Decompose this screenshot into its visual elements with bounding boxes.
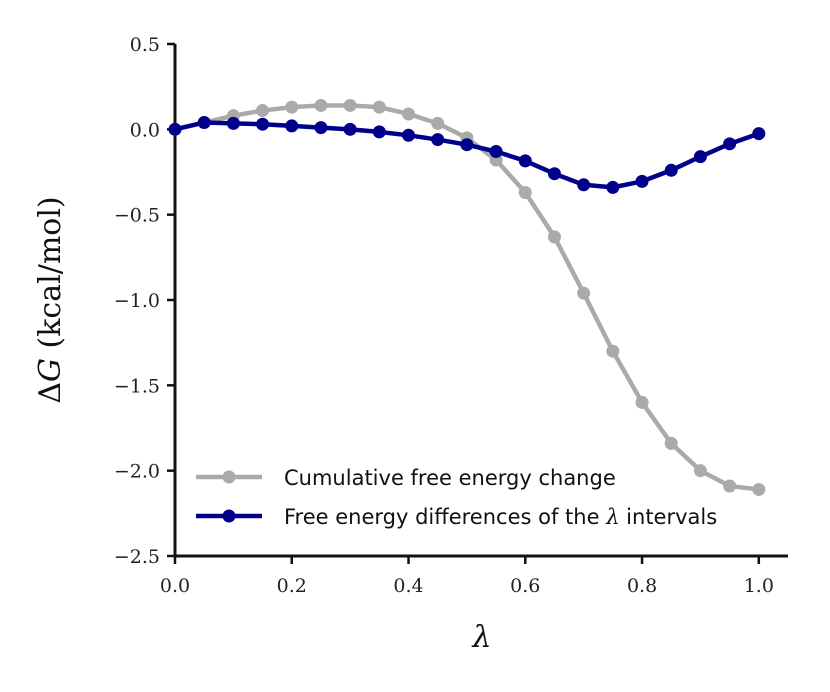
data-point <box>372 125 386 139</box>
legend-marker-cumulative <box>222 470 236 484</box>
data-point <box>372 100 386 114</box>
x-tick-label: 0.6 <box>510 575 540 597</box>
x-tick-label: 0.2 <box>277 575 307 597</box>
y-ticks: 0.5 0.0 −0.5 −1.0 −1.5 −2.0 −2.5 <box>114 34 175 568</box>
data-point <box>664 436 678 450</box>
y-axis: 0.5 0.0 −0.5 −1.0 −1.5 −2.0 −2.5 <box>114 34 177 568</box>
data-point <box>197 116 211 130</box>
data-point <box>547 230 561 244</box>
legend-entry-cumulative: Cumulative free energy change <box>196 466 616 490</box>
legend-entry-differences: Free energy differences of the λ interva… <box>196 505 717 529</box>
data-point <box>693 150 707 164</box>
x-axis-title: λ <box>471 620 491 655</box>
x-axis: 0.0 0.2 0.4 0.6 0.8 1.0 <box>160 554 788 597</box>
data-point <box>577 286 591 300</box>
data-point <box>723 479 737 493</box>
x-tick-label: 0.8 <box>627 575 657 597</box>
legend-label-differences-suffix: intervals <box>620 505 718 529</box>
data-point <box>577 178 591 192</box>
legend-label-cumulative: Cumulative free energy change <box>284 466 616 490</box>
data-point <box>752 482 766 496</box>
data-point <box>752 127 766 141</box>
y-axis-title-delta: Δ <box>33 382 68 404</box>
data-point <box>606 344 620 358</box>
y-axis-title-symbol: G <box>33 358 68 382</box>
data-point <box>343 122 357 136</box>
legend-marker-differences <box>222 509 236 523</box>
y-tick-label: −1.5 <box>114 375 160 397</box>
data-point <box>518 154 532 168</box>
data-point <box>256 117 270 131</box>
data-point <box>256 104 270 118</box>
data-point <box>518 185 532 199</box>
series-0 <box>168 98 766 496</box>
data-point <box>431 116 445 130</box>
y-tick-label: −2.0 <box>114 461 160 483</box>
data-point <box>547 167 561 181</box>
x-tick-label: 1.0 <box>744 575 774 597</box>
y-tick-label: −1.0 <box>114 290 160 312</box>
data-point <box>723 137 737 151</box>
data-point <box>489 145 503 159</box>
series-layer <box>168 98 766 496</box>
data-point <box>664 163 678 177</box>
legend-label-lambda: λ <box>605 505 619 529</box>
x-tick-label: 0.0 <box>160 575 190 597</box>
data-point <box>314 121 328 135</box>
data-point <box>606 180 620 194</box>
legend-label-differences-prefix: Free energy differences of the <box>284 505 606 529</box>
x-ticks: 0.0 0.2 0.4 0.6 0.8 1.0 <box>160 556 774 597</box>
y-tick-label: 0.5 <box>130 34 160 56</box>
data-point <box>168 122 182 136</box>
y-axis-title: ΔG (kcal/mol) <box>33 196 68 403</box>
data-point <box>285 100 299 114</box>
data-point <box>402 128 416 142</box>
y-axis-title-units: (kcal/mol) <box>33 196 68 358</box>
data-point <box>635 395 649 409</box>
legend: Cumulative free energy change Free energ… <box>196 466 717 529</box>
data-point <box>226 116 240 130</box>
data-point <box>343 98 357 112</box>
data-point <box>402 107 416 121</box>
series-1 <box>168 116 766 194</box>
x-tick-label: 0.4 <box>393 575 423 597</box>
series-line <box>172 103 762 492</box>
legend-label-differences: Free energy differences of the λ interva… <box>284 505 717 529</box>
y-tick-label: −0.5 <box>114 205 160 227</box>
data-point <box>285 119 299 133</box>
data-point <box>693 464 707 478</box>
data-point <box>431 133 445 147</box>
data-point <box>460 138 474 152</box>
data-point <box>314 98 328 112</box>
y-tick-label: 0.0 <box>130 119 160 141</box>
data-point <box>635 174 649 188</box>
y-tick-label: −2.5 <box>114 546 160 568</box>
